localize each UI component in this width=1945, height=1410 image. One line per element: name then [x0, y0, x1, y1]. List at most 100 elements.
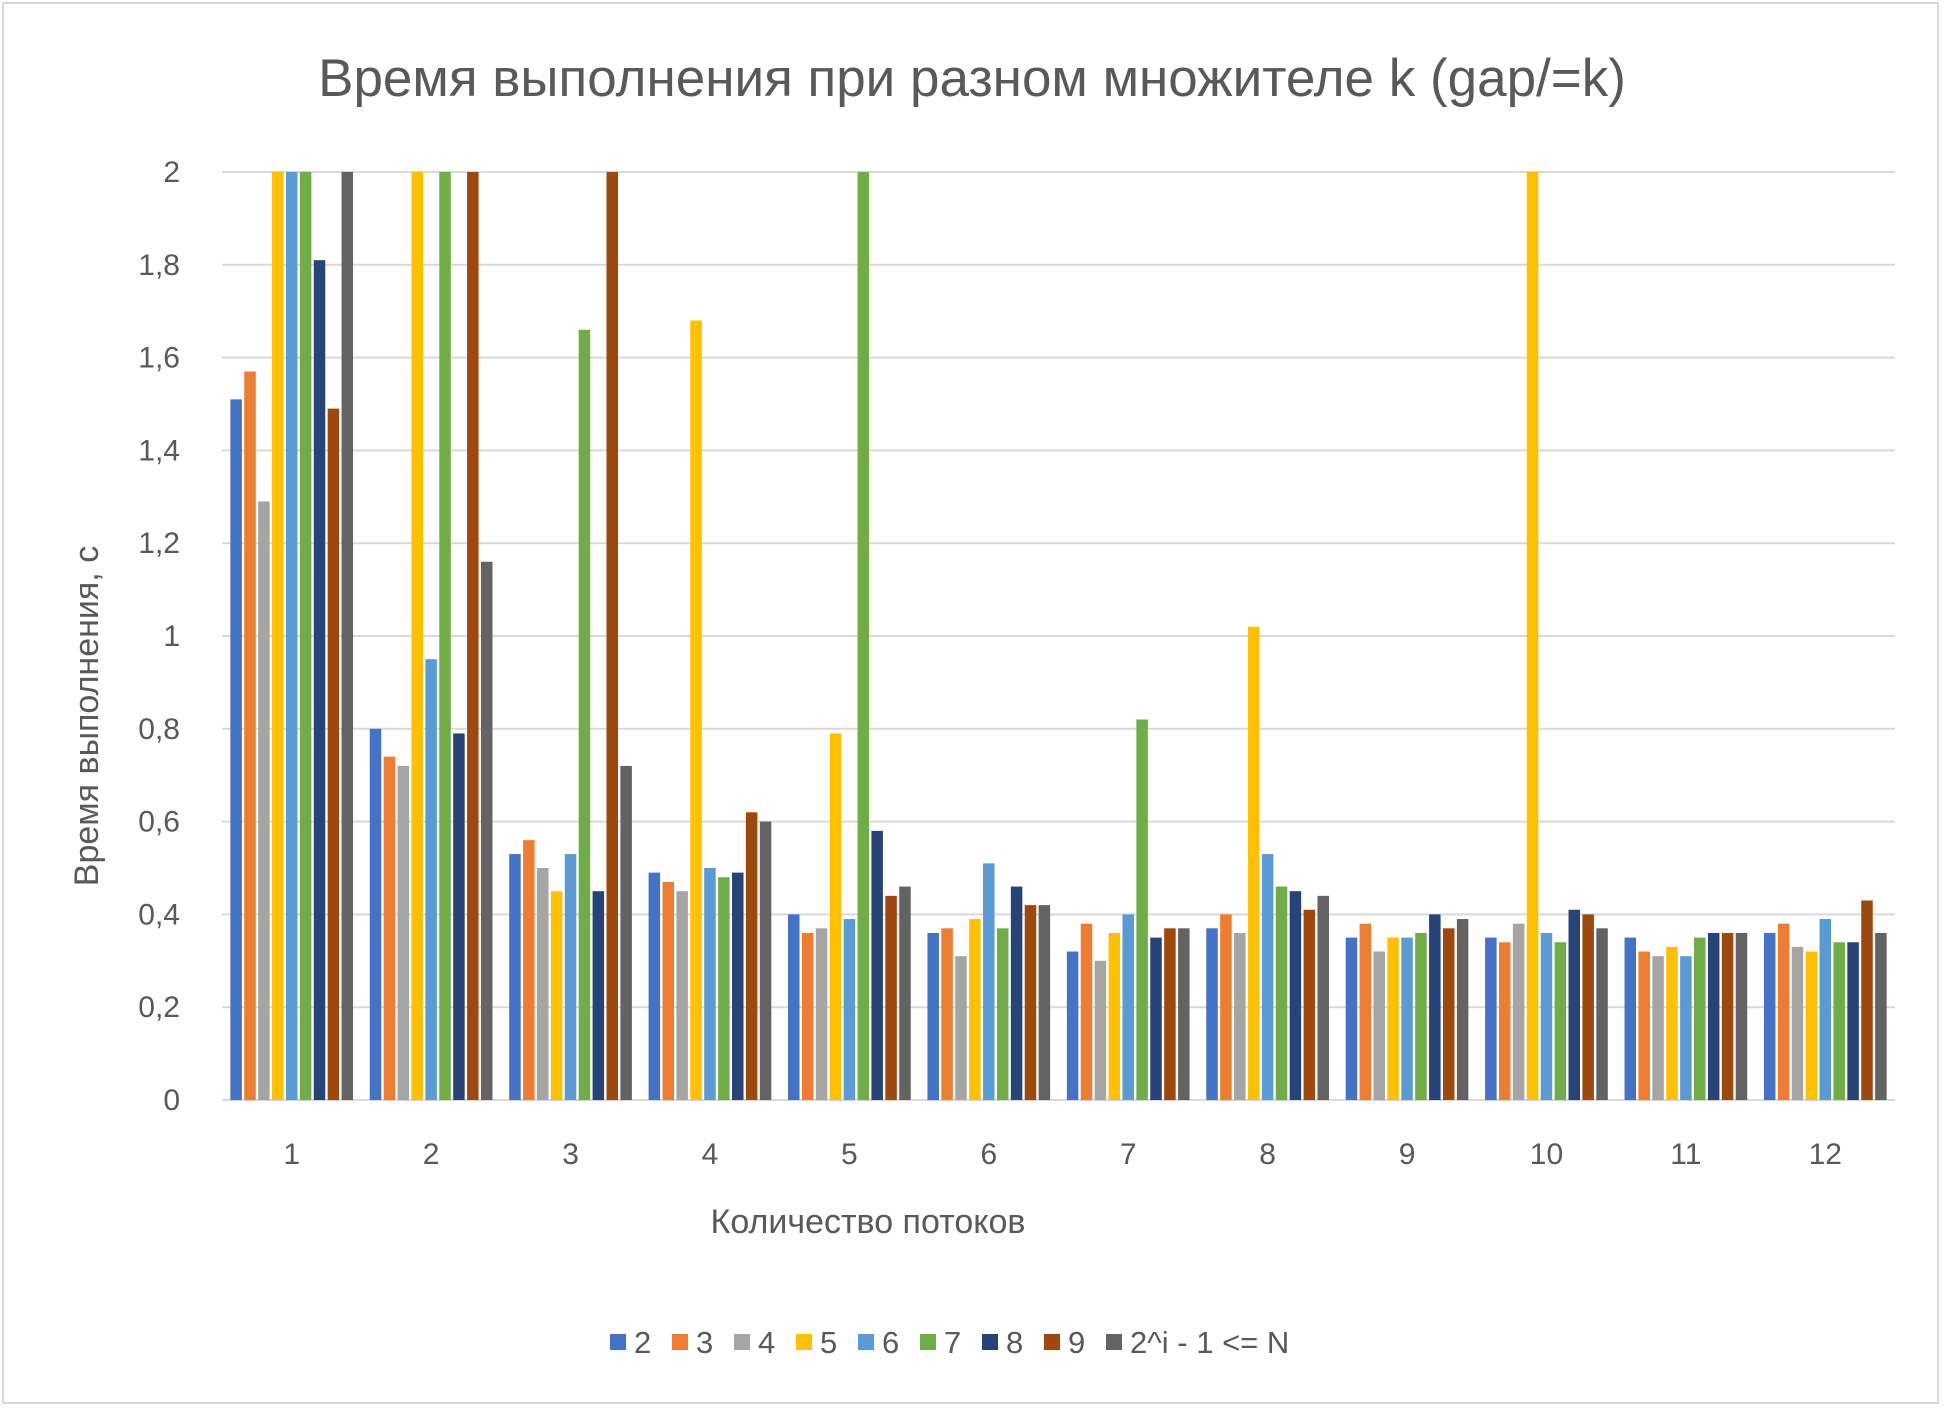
bar [648, 872, 661, 1100]
bar [1526, 172, 1539, 1100]
bar [1540, 932, 1553, 1100]
bar [1694, 937, 1706, 1100]
bar [1275, 886, 1288, 1100]
legend-swatch [1106, 1334, 1122, 1350]
bar [1415, 932, 1427, 1100]
bar [1108, 932, 1121, 1100]
bar [885, 895, 897, 1100]
x-tick-label: 8 [1259, 1138, 1276, 1171]
bar [829, 733, 842, 1100]
bar [1442, 928, 1455, 1100]
legend: 2 3 4 5 6 7 8 9 2^i - 1 <= N [610, 1325, 1289, 1360]
y-tick-label: 2 [163, 156, 180, 189]
bar [983, 863, 995, 1100]
bar [341, 172, 354, 1100]
bars [230, 172, 1887, 1101]
x-tick-label: 3 [562, 1138, 579, 1171]
bar [1094, 960, 1107, 1100]
bar [1763, 932, 1776, 1100]
bar [1345, 937, 1358, 1100]
bar [996, 928, 1009, 1100]
bar [788, 914, 800, 1100]
x-axis-title: Количество потоков [711, 1203, 1026, 1241]
bar [523, 840, 535, 1100]
bar [801, 932, 814, 1100]
bar [1624, 937, 1637, 1100]
bar [480, 561, 493, 1100]
legend-label: 2^i - 1 <= N [1130, 1325, 1289, 1360]
bar [1735, 932, 1748, 1100]
legend-label: 9 [1068, 1325, 1085, 1360]
legend-swatch [920, 1334, 936, 1350]
bar [285, 172, 298, 1100]
bar [1791, 946, 1804, 1100]
bar [1289, 891, 1302, 1100]
bar [1261, 854, 1274, 1100]
bar [676, 891, 688, 1100]
bar [1819, 919, 1832, 1100]
legend-swatch [610, 1334, 626, 1350]
bar [1861, 900, 1873, 1100]
y-tick-label: 1 [163, 620, 180, 653]
bar [1038, 905, 1051, 1100]
bar [1638, 951, 1650, 1100]
bar [1164, 928, 1176, 1100]
bar [843, 919, 856, 1100]
y-tick-label: 0,8 [138, 713, 180, 746]
bar [1066, 951, 1079, 1100]
legend-label: 4 [758, 1325, 775, 1360]
bar [1554, 942, 1567, 1100]
bar [383, 756, 396, 1100]
bar [1080, 923, 1093, 1100]
legend-label: 8 [1006, 1325, 1023, 1360]
bar [467, 172, 479, 1100]
bar [313, 260, 326, 1100]
bar [1568, 909, 1581, 1100]
bar [1805, 951, 1818, 1100]
bar [550, 891, 563, 1100]
bar [1136, 719, 1148, 1100]
bar [299, 172, 312, 1100]
bar [1875, 932, 1887, 1100]
y-tick-label: 1,8 [138, 249, 180, 282]
bar [1721, 932, 1734, 1100]
bar [509, 854, 521, 1100]
x-tick-label: 6 [980, 1138, 997, 1171]
bar [718, 877, 730, 1100]
bar [1680, 956, 1692, 1100]
bar [620, 765, 632, 1100]
bar [662, 881, 675, 1100]
bar [857, 172, 870, 1100]
bar [1359, 923, 1372, 1100]
bar [1847, 942, 1859, 1100]
bar [1401, 937, 1413, 1100]
bar [258, 501, 270, 1100]
x-tick-label: 7 [1120, 1138, 1137, 1171]
y-axis-ticks: 0 0,2 0,4 0,6 0,8 1 1,2 1,4 1,6 1,8 2 [138, 156, 180, 1117]
legend-swatch [672, 1334, 688, 1350]
bar [1303, 909, 1316, 1100]
bar [453, 733, 465, 1100]
bar [439, 172, 451, 1100]
bar [955, 956, 967, 1100]
bar [1429, 914, 1441, 1100]
bar [369, 728, 382, 1100]
bar [564, 854, 577, 1100]
bar [411, 172, 423, 1100]
x-tick-label: 10 [1530, 1138, 1563, 1171]
x-axis-ticks: 1 2 3 4 5 6 7 8 9 10 11 12 [283, 1138, 1842, 1171]
y-tick-label: 1,2 [138, 527, 180, 560]
x-tick-label: 4 [702, 1138, 719, 1171]
gridlines [222, 171, 1895, 1101]
legend-label: 2 [634, 1325, 651, 1360]
legend-swatch [1044, 1334, 1060, 1350]
y-tick-label: 0,6 [138, 806, 180, 839]
bar [927, 932, 939, 1100]
bar [1777, 923, 1790, 1100]
bar [941, 928, 953, 1100]
y-tick-label: 0,2 [138, 991, 180, 1024]
legend-label: 6 [882, 1325, 899, 1360]
bar [1387, 937, 1399, 1100]
legend-swatch [796, 1334, 812, 1350]
bar [1485, 937, 1497, 1100]
